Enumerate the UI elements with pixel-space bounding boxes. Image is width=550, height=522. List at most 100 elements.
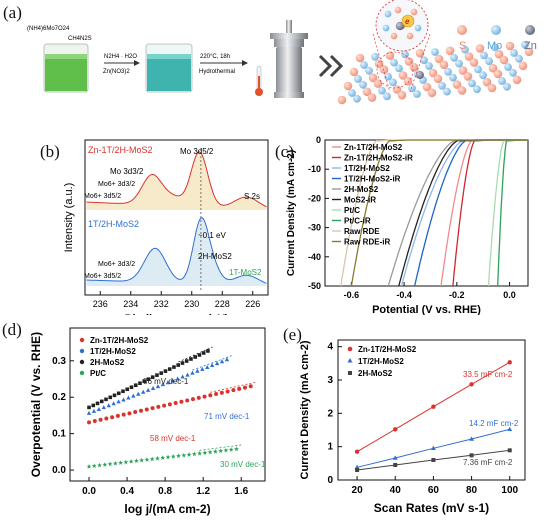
legend-marker xyxy=(79,359,85,365)
molybdenum-atom xyxy=(353,94,361,103)
sulfur-atom xyxy=(464,52,474,61)
molybdenum-atom xyxy=(384,72,392,81)
legend-entry: Zn-1T/2H-MoS2 xyxy=(90,336,149,345)
molybdenum-atom xyxy=(408,84,416,93)
sulfur-atom xyxy=(512,75,522,85)
sulfur-atom xyxy=(398,71,408,80)
cdl-capacitance-label: 14.2 mF cm-2 xyxy=(469,419,519,428)
legend-entry: 2H-MoS2 xyxy=(358,369,393,378)
molybdenum-atom xyxy=(449,73,457,82)
data-point xyxy=(208,393,213,398)
atom-legend: S Mo Zn xyxy=(457,25,537,52)
x-axis-title: Scan Rates (mV s-1) xyxy=(374,501,489,515)
data-point xyxy=(106,403,111,408)
x-tick-label: 230 xyxy=(184,299,199,309)
data-point xyxy=(111,401,116,406)
x-tick-label: 1.6 xyxy=(234,486,248,497)
x-tick-label: 80 xyxy=(466,485,478,496)
legend-marker xyxy=(79,370,85,376)
data-point xyxy=(507,448,512,453)
data-point xyxy=(431,445,436,451)
data-point xyxy=(149,456,155,462)
molybdenum-atom xyxy=(431,48,439,56)
data-point xyxy=(193,355,197,359)
data-point xyxy=(180,374,185,379)
sulfur-atom xyxy=(445,46,455,56)
data-point xyxy=(116,399,121,404)
data-point xyxy=(131,393,136,398)
cdl-frame xyxy=(337,339,526,481)
data-point xyxy=(86,464,92,469)
data-point xyxy=(102,462,108,467)
sulfur-atom xyxy=(404,57,414,66)
molybdenum-atom xyxy=(425,62,433,70)
panel-a: (NH4)6Mo7O24 CH4N2S N2H4 · H2O Zn(NO3)2 … xyxy=(0,0,550,110)
annot-shift: ~0.1 eV xyxy=(198,231,226,240)
lsv-chart: -0.6 -0.4 -0.2 0.0 0 -10 -20 -30 -40 -50 Potential… xyxy=(286,135,529,315)
data-point xyxy=(165,454,171,460)
xps-series-1t xyxy=(86,217,267,284)
data-point xyxy=(115,413,120,418)
data-point xyxy=(172,365,176,369)
x-axis-title: log j/(mA cm-2) xyxy=(124,502,210,516)
panel-c: (c) -0.6 -0.4 -0.2 0.0 0 -10 -20 -30 -40 -50 Poten… xyxy=(275,110,550,315)
molybdenum-atom xyxy=(371,52,379,61)
legend-entry: Pt/C xyxy=(90,369,106,378)
sulfur-atom xyxy=(410,8,418,16)
data-point xyxy=(107,461,113,467)
x-axis-title: Potential (V vs. RHE) xyxy=(372,304,481,315)
x-tick-label: 40 xyxy=(390,485,402,496)
sulfur-atom xyxy=(385,51,395,60)
molybdenum-atom xyxy=(473,85,481,94)
y-tick-label: -10 xyxy=(308,164,321,174)
beaker-cyan-icon xyxy=(145,43,193,93)
y-tick-label: 0.3 xyxy=(52,356,66,367)
y-tick-label: 0.0 xyxy=(52,465,66,476)
data-point xyxy=(176,363,181,367)
cdl-chart: 20 40 60 80 100 0 1 2 3 4 Scan Rates (mV s-1) Curre… xyxy=(299,339,526,515)
data-point xyxy=(170,378,175,383)
lsv-series xyxy=(497,138,528,287)
sulfur-atom xyxy=(458,66,468,75)
annot-mo6-52-bot: Mo6+ 3d5/2 xyxy=(84,273,121,280)
legend-entry: 1T/2H-MoS2 xyxy=(344,164,390,173)
molybdenum-atom xyxy=(389,78,397,87)
data-point xyxy=(96,407,102,412)
data-point xyxy=(125,387,130,392)
data-point xyxy=(104,416,109,421)
legend-mo: Mo xyxy=(487,40,502,52)
sulfur-atom xyxy=(362,87,372,97)
annot-mo3d32: Mo 3d3/2 xyxy=(110,167,144,176)
legend-s: S xyxy=(459,40,466,52)
data-point xyxy=(354,464,360,470)
molybdenum-atom xyxy=(474,65,482,74)
electron-label: e xyxy=(405,17,410,26)
data-point xyxy=(185,398,190,403)
step2-method: Hydrothermal xyxy=(199,69,235,75)
data-point xyxy=(176,453,181,459)
data-point xyxy=(163,369,168,373)
molybdenum-atom xyxy=(504,63,512,71)
panel-label-a: (a) xyxy=(3,3,22,22)
molybdenum-atom xyxy=(461,45,469,54)
data-point xyxy=(195,368,200,373)
sulfur-atom xyxy=(394,6,402,14)
x-tick-label: 236 xyxy=(93,299,108,309)
data-point xyxy=(248,384,253,389)
molybdenum-atom xyxy=(382,24,390,32)
xps-series-zn xyxy=(86,151,267,208)
zoom-inset: e xyxy=(372,0,431,93)
data-point xyxy=(197,450,203,456)
y-tick-label: 0 xyxy=(316,135,321,145)
data-point xyxy=(150,406,155,411)
panel-label-b: (b) xyxy=(40,142,60,161)
sulfur-atom xyxy=(493,69,503,79)
data-point xyxy=(184,359,189,363)
y-tick-label: -20 xyxy=(308,193,321,203)
y-tick-label: 2 xyxy=(327,408,333,419)
data-point xyxy=(98,417,103,422)
sulfur-atom xyxy=(349,67,359,77)
molybdenum-atom xyxy=(509,68,517,77)
y-tick-label: 1 xyxy=(327,442,333,453)
data-point xyxy=(155,455,160,461)
